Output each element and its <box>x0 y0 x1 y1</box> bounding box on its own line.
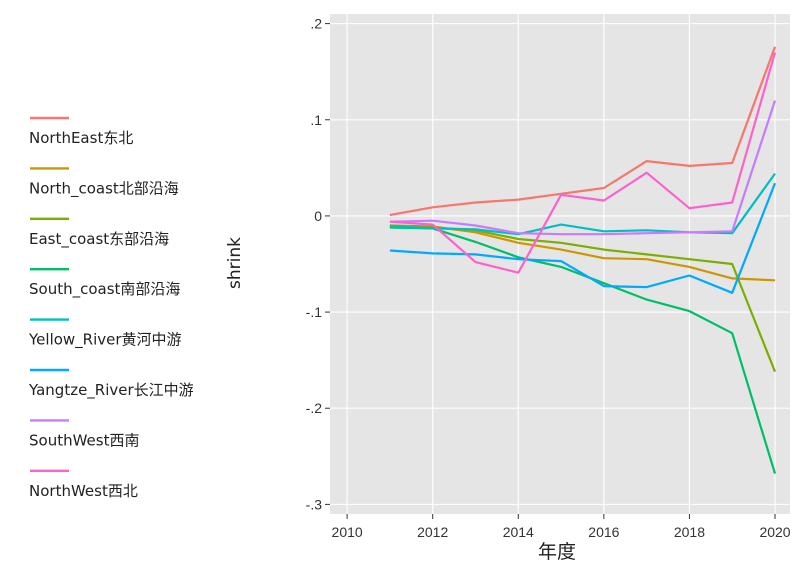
x-tick-label: 2020 <box>759 524 790 540</box>
plot-background <box>330 14 790 514</box>
series-line <box>389 46 777 217</box>
legend-label: Yellow_River黄河中游 <box>28 331 182 350</box>
legend: NorthEast东北 North_coast北部沿海 East_coast东部沿海… <box>28 116 194 500</box>
y-tick-label: .1 <box>310 112 322 128</box>
x-tick-label: 2018 <box>674 524 705 540</box>
y-tick-label: -.1 <box>306 304 323 320</box>
legend-label: Yangtze_River长江中游 <box>28 381 194 400</box>
legend-label: North_coast北部沿海 <box>29 179 179 198</box>
x-tick-label: 2010 <box>332 524 363 540</box>
y-tick-label: -.2 <box>306 400 323 416</box>
series-line <box>389 100 777 236</box>
series-line <box>389 52 777 274</box>
x-axis-title: 年度 <box>538 541 576 563</box>
legend-label: South_coast南部沿海 <box>29 280 180 299</box>
legend-label: NorthEast东北 <box>29 129 133 147</box>
x-tick-label: 2012 <box>417 524 448 540</box>
y-tick-label: 0 <box>314 208 322 224</box>
series-line <box>389 226 777 474</box>
y-tick-label: .2 <box>310 16 322 32</box>
grid-lines <box>330 14 790 514</box>
series-line <box>389 182 777 294</box>
legend-label: SouthWest西南 <box>29 431 139 449</box>
series-lines <box>389 46 777 474</box>
legend-label: NorthWest西北 <box>29 482 138 500</box>
x-tick-label: 2014 <box>503 524 534 540</box>
y-tick-label: -.3 <box>306 496 323 512</box>
x-tick-label: 2016 <box>588 524 619 540</box>
y-axis-title: shrink <box>225 237 245 289</box>
legend-label: East_coast东部沿海 <box>29 230 169 249</box>
axes: .2 .1 0 -.1 -.2 -.3 2010 2012 2014 2016 2018 2020 <box>306 16 791 540</box>
